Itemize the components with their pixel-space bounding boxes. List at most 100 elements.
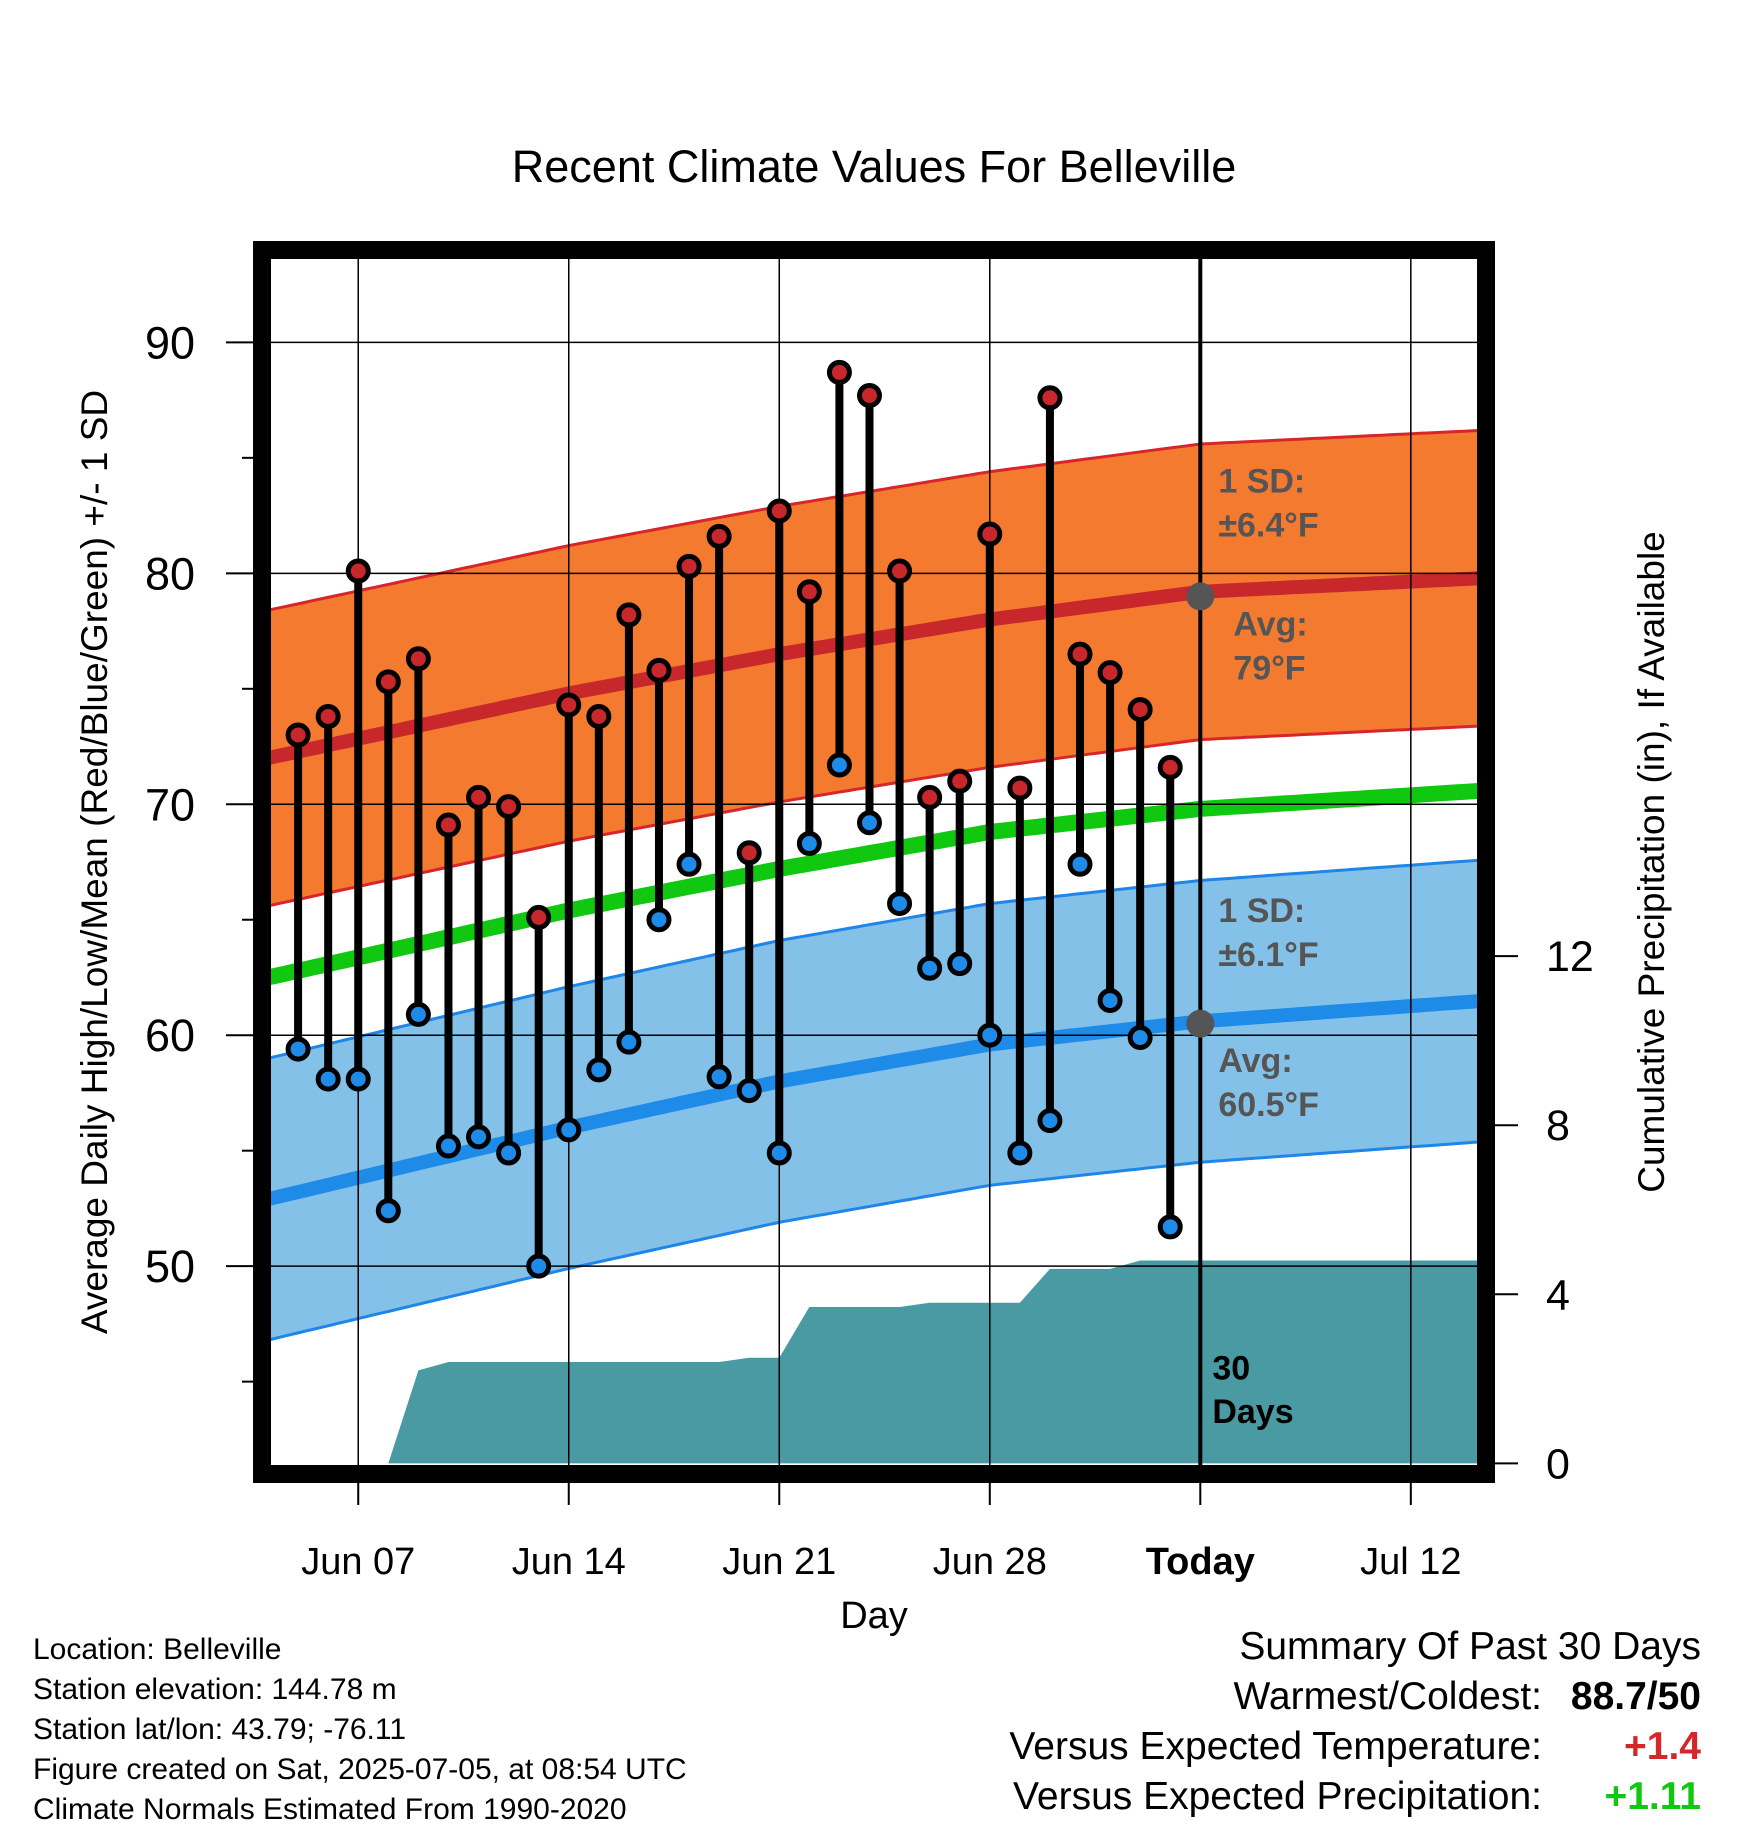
y2-tick-label: 0 <box>1546 1440 1570 1488</box>
daily-high-point <box>947 768 973 794</box>
daily-high-point <box>616 602 642 628</box>
daily-low-point <box>586 1057 612 1083</box>
high-avg-value: 79°F <box>1233 650 1305 688</box>
today-normal-high-marker <box>1186 582 1215 611</box>
daily-low-point <box>375 1198 401 1224</box>
summary-title: Summary Of Past 30 Days <box>1239 1625 1701 1668</box>
daily-high-point <box>706 523 732 549</box>
plot-frame <box>253 241 1495 1483</box>
summary-warmest-row: Warmest/Coldest: 88.7/50 <box>1009 1672 1701 1722</box>
daily-low-point <box>345 1066 371 1092</box>
x-tick-label: Jun 07 <box>301 1541 415 1583</box>
daily-low-point <box>887 891 913 917</box>
low-sd-band <box>262 860 1480 1341</box>
high-sd-value: ±6.4°F <box>1218 506 1318 544</box>
daily-high-point <box>1067 641 1093 667</box>
daily-low-point <box>556 1117 582 1143</box>
y-axis-left-label: Average Daily High/Low/Mean (Red/Blue/Gr… <box>74 390 115 1334</box>
daily-high-point <box>405 646 431 672</box>
daily-low-point <box>736 1078 762 1104</box>
y-tick-label: 50 <box>145 1241 195 1292</box>
y2-tick-label: 4 <box>1546 1271 1570 1319</box>
daily-high-point <box>1097 660 1123 686</box>
daily-low-point <box>435 1133 461 1159</box>
daily-high-point <box>1037 385 1063 411</box>
daily-high-point <box>736 840 762 866</box>
y-tick-label: 90 <box>145 317 195 368</box>
daily-low-point <box>1097 988 1123 1014</box>
daily-high-point <box>646 657 672 683</box>
daily-high-point <box>917 784 943 810</box>
daily-high-point <box>496 794 522 820</box>
created-text: Figure created on Sat, 2025-07-05, at 08… <box>33 1753 687 1786</box>
x-tick-label: Jun 28 <box>933 1541 1047 1583</box>
station-info: Location: Belleville Station elevation: … <box>33 1630 687 1830</box>
daily-low-point <box>1127 1025 1153 1051</box>
latlon-text: Station lat/lon: 43.79; -76.11 <box>33 1713 407 1746</box>
normals-text: Climate Normals Estimated From 1990-2020 <box>33 1793 627 1826</box>
x-axis-label: Day <box>840 1595 908 1637</box>
daily-high-point <box>435 812 461 838</box>
elevation-text: Station elevation: 144.78 m <box>33 1673 397 1706</box>
daily-high-point <box>556 692 582 718</box>
temp-value: +1.4 <box>1624 1725 1701 1768</box>
plot-area: 1 SD: ±6.4°F Avg: 79°F 1 SD: ±6.1°F Avg: 60.5°F… <box>262 250 1486 1474</box>
daily-high-point <box>466 784 492 810</box>
y2-tick-label: 12 <box>1546 933 1594 981</box>
summary-temp-row: Versus Expected Temperature: +1.4 <box>1009 1722 1701 1772</box>
high-sd-label: 1 SD: <box>1218 462 1305 500</box>
daily-low-point <box>466 1124 492 1150</box>
precip-label: Versus Expected Precipitation: <box>1013 1775 1542 1818</box>
daily-low-point <box>405 1001 431 1027</box>
daily-low-point <box>526 1253 552 1279</box>
daily-low-point <box>706 1064 732 1090</box>
axes: 50 60 70 80 90 0 4 8 12 Jun 07 Jun 14 Jun 21 Jun 28 T… <box>145 317 1594 1583</box>
daily-low-point <box>616 1029 642 1055</box>
low-upper-edge <box>262 858 1481 1060</box>
today-days-word: Days <box>1212 1393 1293 1431</box>
daily-high-point <box>826 359 852 385</box>
daily-high-point <box>285 722 311 748</box>
x-tick-label: Jun 21 <box>722 1541 836 1583</box>
temp-label: Versus Expected Temperature: <box>1009 1725 1542 1768</box>
high-avg-label: Avg: <box>1233 606 1307 644</box>
daily-high-point <box>796 579 822 605</box>
precip-value: +1.11 <box>1604 1775 1701 1818</box>
daily-high-point <box>766 498 792 524</box>
daily-low-point <box>947 951 973 977</box>
daily-high-point <box>676 553 702 579</box>
summary-panel: Summary Of Past 30 Days Warmest/Coldest:… <box>1009 1622 1701 1822</box>
low-avg-value: 60.5°F <box>1218 1086 1319 1124</box>
daily-low-point <box>977 1022 1003 1048</box>
daily-low-point <box>1067 851 1093 877</box>
daily-high-point <box>586 704 612 730</box>
x-tick-label: Today <box>1146 1541 1255 1583</box>
daily-low-point <box>1037 1108 1063 1134</box>
location-text: Location: Belleville <box>33 1633 282 1666</box>
daily-low-point <box>826 752 852 778</box>
y-tick-label: 70 <box>145 779 195 830</box>
daily-high-point <box>1157 754 1183 780</box>
x-tick-label: Jun 14 <box>512 1541 626 1583</box>
daily-low-point <box>766 1140 792 1166</box>
y-tick-label: 80 <box>145 548 195 599</box>
daily-low-point <box>917 955 943 981</box>
low-sd-label: 1 SD: <box>1218 892 1305 930</box>
daily-low-point <box>856 810 882 836</box>
today-normal-low-marker <box>1186 1009 1215 1038</box>
y-tick-label: 60 <box>145 1010 195 1061</box>
daily-low-point <box>285 1036 311 1062</box>
daily-low-point <box>796 831 822 857</box>
daily-low-point <box>315 1066 341 1092</box>
daily-high-point <box>1007 775 1033 801</box>
normal-low-line <box>262 994 1481 1207</box>
daily-low-point <box>676 851 702 877</box>
daily-high-point <box>887 558 913 584</box>
daily-high-point <box>526 904 552 930</box>
daily-low-point <box>496 1140 522 1166</box>
warmest-value: 88.7/50 <box>1570 1675 1701 1718</box>
x-tick-label: Jul 12 <box>1360 1541 1461 1583</box>
daily-low-point <box>1007 1140 1033 1166</box>
daily-low-point <box>646 907 672 933</box>
